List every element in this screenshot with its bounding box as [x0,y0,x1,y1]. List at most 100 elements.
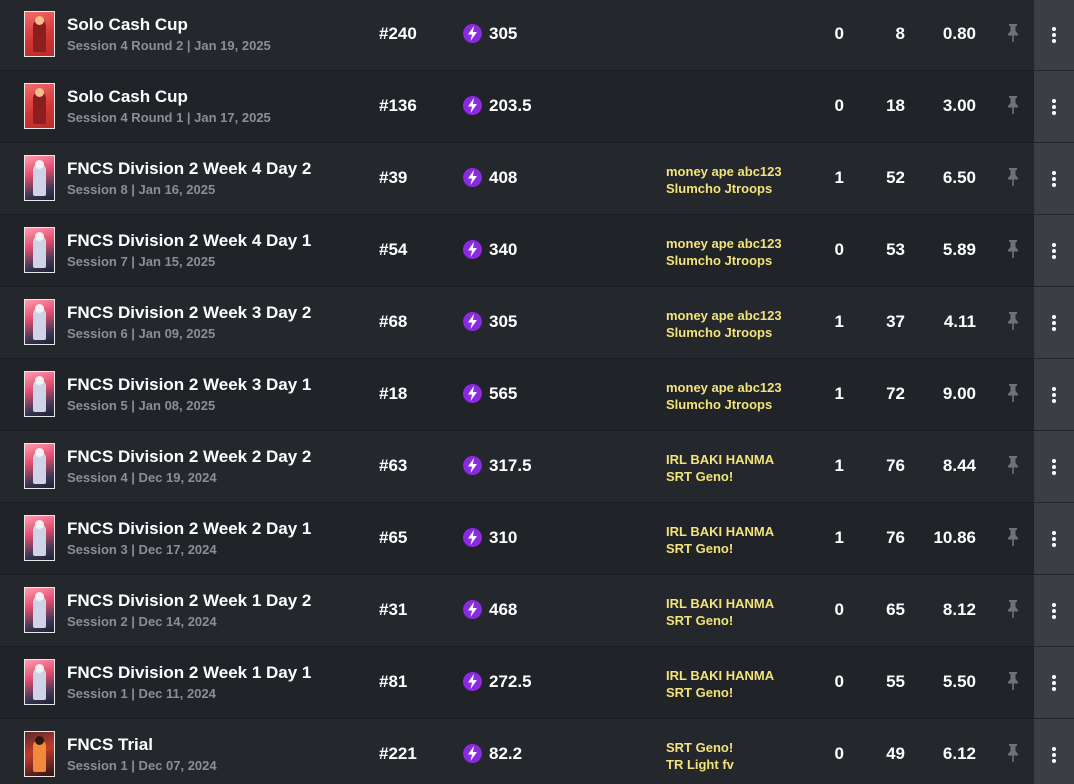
average-value: 6.12 [942,744,976,763]
team-names: IRL BAKI HANMA SRT Geno! [666,451,774,485]
row-menu-button[interactable] [1034,431,1074,502]
session-row[interactable]: FNCS Division 2 Week 1 Day 2 Session 2 | … [0,575,1074,647]
row-menu-button[interactable] [1034,575,1074,646]
average-value: 0.80 [942,24,976,43]
kebab-menu-icon-dot [1052,249,1056,253]
row-menu-button[interactable] [1034,647,1074,718]
session-row[interactable]: FNCS Division 2 Week 1 Day 1 Session 1 | … [0,647,1074,719]
teammate-name: money ape abc123 [666,164,782,179]
session-row[interactable]: Solo Cash Cup Session 4 Round 1 | Jan 17,… [0,71,1074,143]
row-menu-button[interactable] [1034,287,1074,358]
team-names: money ape abc123 Slumcho Jtroops [666,307,782,341]
pin-icon[interactable] [1005,23,1021,43]
team-names: SRT Geno! TR Light fv [666,739,734,773]
session-row[interactable]: FNCS Trial Session 1 | Dec 07, 2024 #221 82… [0,719,1074,784]
eliminations-value: 76 [886,528,905,547]
session-info: Session 5 | Jan 08, 2025 [67,398,216,413]
lightning-bolt-icon [463,168,482,187]
placement: #63 [379,456,408,475]
session-row[interactable]: FNCS Division 2 Week 3 Day 2 Session 6 | … [0,287,1074,359]
event-title: Solo Cash Cup [67,87,188,106]
pin-icon[interactable] [1005,599,1021,619]
average-value: 5.89 [942,240,976,259]
session-row[interactable]: Solo Cash Cup Session 4 Round 2 | Jan 19,… [0,0,1074,71]
session-info: Session 6 | Jan 09, 2025 [67,326,216,341]
row-menu-button[interactable] [1034,71,1074,142]
teammate-name: money ape abc123 [666,380,782,395]
kebab-menu-icon-dot [1052,255,1056,259]
kebab-menu-icon-dot [1052,183,1056,187]
eliminations-value: 55 [886,672,905,691]
eliminations-value: 76 [886,456,905,475]
pin-icon[interactable] [1005,671,1021,691]
session-row[interactable]: FNCS Division 2 Week 3 Day 1 Session 5 | … [0,359,1074,431]
teammate-name: IRL BAKI HANMA [666,452,775,467]
wins-value: 0 [834,600,844,619]
pin-icon[interactable] [1005,95,1021,115]
team-names: IRL BAKI HANMA SRT Geno! [666,523,774,557]
row-divider [0,574,1032,575]
lightning-bolt-icon [463,744,482,763]
points-value: 317.5 [489,456,532,475]
placement: #136 [379,96,417,115]
kebab-menu-icon-dot [1052,177,1056,181]
session-info: Session 4 | Dec 19, 2024 [67,470,217,485]
wins-value: 1 [834,384,844,403]
row-menu-button[interactable] [1034,503,1074,574]
eliminations-value: 37 [886,312,905,331]
placement: #65 [379,528,408,547]
kebab-menu-icon [1052,531,1056,535]
event-thumbnail [24,443,55,489]
session-row[interactable]: FNCS Division 2 Week 2 Day 1 Session 3 | … [0,503,1074,575]
kebab-menu-icon-dot [1052,537,1056,541]
pin-icon[interactable] [1005,311,1021,331]
kebab-menu-icon-dot [1052,609,1056,613]
points-value: 408 [489,168,518,187]
session-info: Session 7 | Jan 15, 2025 [67,254,216,269]
session-row[interactable]: FNCS Division 2 Week 2 Day 2 Session 4 | … [0,431,1074,503]
placement: #31 [379,600,408,619]
kebab-menu-icon-dot [1052,471,1056,475]
row-menu-button[interactable] [1034,719,1074,784]
lightning-bolt-icon [463,24,482,43]
pin-icon[interactable] [1005,527,1021,547]
wins-value: 1 [834,168,844,187]
average-value: 8.12 [942,600,976,619]
kebab-menu-icon-dot [1052,327,1056,331]
session-row[interactable]: FNCS Division 2 Week 4 Day 2 Session 8 | … [0,143,1074,215]
row-menu-button[interactable] [1034,143,1074,214]
teammate-name: money ape abc123 [666,308,782,323]
pin-icon[interactable] [1005,743,1021,763]
row-menu-button[interactable] [1034,359,1074,430]
lightning-bolt-icon [463,528,482,547]
row-menu-button[interactable] [1034,215,1074,286]
points-value: 305 [489,24,518,43]
pin-icon[interactable] [1005,239,1021,259]
event-thumbnail [24,731,55,777]
average-value: 10.86 [933,528,976,547]
teammate-name: Slumcho Jtroops [666,325,773,340]
teammate-name: SRT Geno! [666,469,734,484]
team-names: IRL BAKI HANMA SRT Geno! [666,595,774,629]
kebab-menu-icon-dot [1052,321,1056,325]
average-value: 5.50 [942,672,976,691]
pin-icon[interactable] [1005,455,1021,475]
average-value: 3.00 [942,96,976,115]
row-menu-button[interactable] [1034,0,1074,70]
event-thumbnail [24,11,55,57]
event-thumbnail [24,659,55,705]
pin-icon[interactable] [1005,167,1021,187]
placement: #240 [379,24,417,43]
placement: #221 [379,744,417,763]
row-divider [0,646,1032,647]
session-info: Session 2 | Dec 14, 2024 [67,614,217,629]
teammate-name: Slumcho Jtroops [666,253,773,268]
kebab-menu-icon [1052,171,1056,175]
kebab-menu-icon-dot [1052,543,1056,547]
row-divider [0,502,1032,503]
placement: #81 [379,672,408,691]
event-title: FNCS Division 2 Week 4 Day 1 [67,231,312,250]
session-row[interactable]: FNCS Division 2 Week 4 Day 1 Session 7 | … [0,215,1074,287]
pin-icon[interactable] [1005,383,1021,403]
teammate-name: SRT Geno! [666,541,734,556]
